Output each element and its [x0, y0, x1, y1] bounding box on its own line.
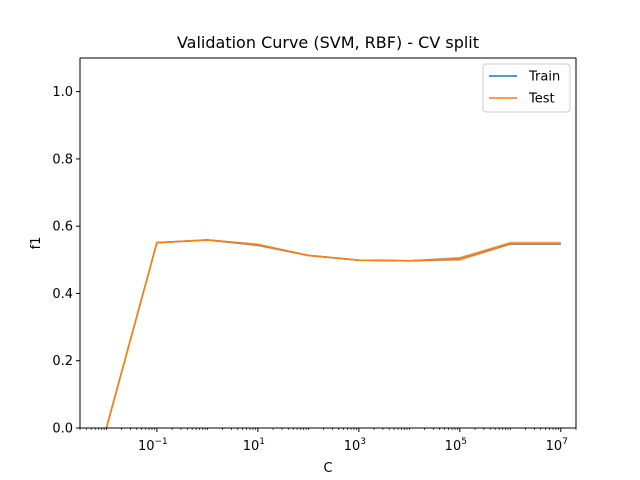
y-tick-label: 0.4	[52, 287, 73, 302]
y-axis-label: f1	[29, 237, 44, 250]
plot-frame	[79, 57, 577, 429]
y-tick-label: 0.8	[52, 152, 73, 167]
x-tick-label: 101	[243, 437, 265, 454]
legend-label-train: Train	[528, 70, 560, 85]
x-axis-label: C	[323, 461, 332, 476]
y-tick-label: 1.0	[52, 85, 73, 100]
chart-title: Validation Curve (SVM, RBF) - CV split	[177, 33, 479, 52]
x-tick-label: 10−1	[138, 437, 168, 454]
series-line-test	[105, 239, 561, 429]
plot-area	[80, 58, 576, 428]
legend-label-test: Test	[528, 92, 555, 107]
legend: Train Test	[482, 63, 571, 113]
x-tick-label: 103	[344, 437, 366, 454]
x-tick-label: 105	[445, 437, 467, 454]
y-tick-label: 0.2	[52, 354, 73, 369]
x-axis-ticks: 10−1 101 103 105 107	[138, 428, 568, 454]
x-tick-label: 107	[546, 437, 568, 454]
y-tick-label: 0.0	[52, 422, 73, 437]
line-layer	[105, 239, 561, 429]
y-axis-ticks: 0.0 0.2 0.4 0.6 0.8 1.0	[52, 85, 80, 437]
y-tick-label: 0.6	[52, 220, 73, 235]
